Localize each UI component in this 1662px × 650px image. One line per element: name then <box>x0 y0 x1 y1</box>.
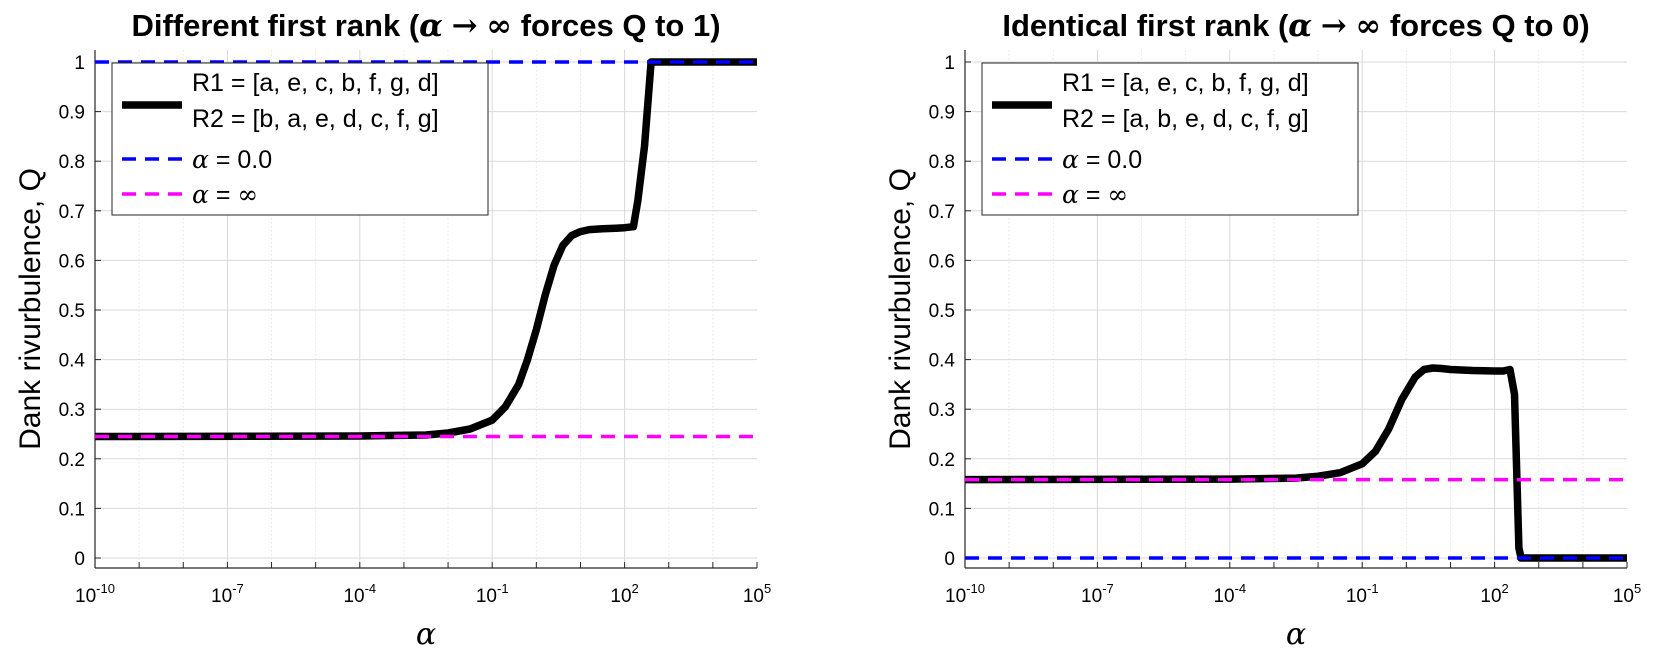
x-tick-label: 10-4 <box>1213 581 1246 607</box>
y-tick-label: 0.4 <box>59 351 86 372</box>
legend-box <box>111 62 489 216</box>
x-tick-label: 105 <box>743 581 771 607</box>
y-tick-label: 0.2 <box>929 450 955 471</box>
legend-label-r2: R2 = [b, a, e, d, c, f, g] <box>192 105 439 133</box>
series-group <box>94 58 757 441</box>
y-tick-label: 0.2 <box>59 450 85 471</box>
y-tick-label: 0.6 <box>929 251 955 272</box>
legend-label-alpha-zero: α = 0.0 <box>192 145 272 174</box>
legend: R1 = [a, e, c, b, f, g, d] R2 = [b, a, e,… <box>111 62 489 216</box>
y-tick-label: 0.9 <box>929 103 955 124</box>
x-tick-label: 10-10 <box>945 581 985 607</box>
legend: R1 = [a, e, c, b, f, g, d] R2 = [a, b, e,… <box>981 62 1359 216</box>
y-axis-label: Dank rivurbulence, Q <box>884 168 917 450</box>
y-tick-label: 0.8 <box>929 152 955 173</box>
chart-title: Different first rank (α → ∞ forces Q to … <box>131 8 720 44</box>
y-tick-label: 0 <box>74 549 85 570</box>
x-tick-label: 10-10 <box>75 581 115 607</box>
legend-label-alpha-infinity: α = ∞ <box>192 180 258 209</box>
chart-title: Identical first rank (α → ∞ forces Q to … <box>1002 8 1589 44</box>
y-tick-label: 0.4 <box>929 351 956 372</box>
y-tick-label: 0.1 <box>59 499 85 520</box>
x-tick-label: 102 <box>610 581 638 607</box>
x-tick-label: 10-4 <box>343 581 376 607</box>
y-tick-label: 0.5 <box>929 301 955 322</box>
legend-label-r1: R1 = [a, e, c, b, f, g, d] <box>1062 69 1309 97</box>
chart-2: 0 0.1 0.2 0.3 0.4 0.5 0.6 0.7 0.8 0.9 1 10-10 10-7 10… <box>884 8 1641 650</box>
legend-box <box>981 62 1359 216</box>
y-tick-label: 0.8 <box>59 152 85 173</box>
y-tick-label: 1 <box>74 53 85 74</box>
x-axis-label: α <box>416 617 436 650</box>
legend-label-alpha-zero: α = 0.0 <box>1062 145 1142 174</box>
y-tick-label: 0.5 <box>59 301 85 322</box>
y-tick-label: 0 <box>944 549 955 570</box>
y-tick-label: 0.7 <box>59 202 85 223</box>
chart-1: 0 0.1 0.2 0.3 0.4 0.5 0.6 0.7 0.8 0.9 1 10-10 10-7 10… <box>14 8 771 650</box>
y-tick-label: 0.1 <box>929 499 955 520</box>
x-tick-label: 105 <box>1613 581 1641 607</box>
legend-label-alpha-infinity: α = ∞ <box>1062 180 1128 209</box>
x-tick-label: 10-7 <box>1081 581 1114 607</box>
y-tick-label: 0.3 <box>59 400 85 421</box>
x-tick-label: 102 <box>1480 581 1508 607</box>
x-tick-label: 10-1 <box>1346 581 1379 607</box>
y-tick-label: 0.7 <box>929 202 955 223</box>
legend-label-r2: R2 = [a, b, e, d, c, f, g] <box>1062 105 1309 133</box>
series-line-ranking <box>964 364 1627 562</box>
x-tick-label: 10-1 <box>476 581 509 607</box>
series-group <box>964 364 1627 562</box>
series-line-ranking <box>94 58 757 441</box>
y-axis-label: Dank rivurbulence, Q <box>14 168 47 450</box>
y-tick-label: 1 <box>944 53 955 74</box>
y-tick-label: 0.3 <box>929 400 955 421</box>
y-tick-label: 0.6 <box>59 251 85 272</box>
legend-label-r1: R1 = [a, e, c, b, f, g, d] <box>192 69 439 97</box>
y-tick-label: 0.9 <box>59 103 85 124</box>
x-tick-label: 10-7 <box>211 581 244 607</box>
x-axis-label: α <box>1286 617 1306 650</box>
